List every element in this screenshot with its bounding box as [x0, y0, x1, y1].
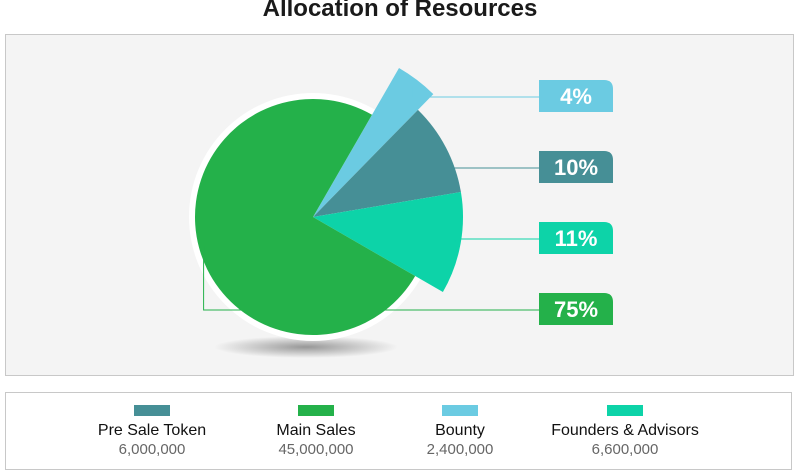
legend-amount: 6,600,000 [591, 441, 659, 458]
leader-line-pre-sale-token [440, 150, 539, 169]
chart-panel: 4% 10% 11% 75% [5, 34, 794, 376]
legend-swatch [298, 405, 334, 416]
legend-swatch [607, 405, 643, 416]
chart-title: Allocation of Resources [262, 0, 538, 22]
pie-chart: 4% 10% 11% 75% [189, 68, 613, 358]
legend-name: Pre Sale Token [97, 422, 207, 439]
legend-item-pre-sale-token: Pre Sale Token 6,000,000 [97, 405, 207, 458]
pie-label-box-main-sales [539, 293, 613, 325]
legend-swatch [442, 405, 478, 416]
pie-label-pre-sale-token: 10% [554, 155, 598, 180]
legend-amount: 45,000,000 [278, 441, 354, 458]
legend-item-bounty: Bounty 2,400,000 [415, 405, 505, 458]
pie-label-box-pre-sale-token [539, 151, 613, 183]
legend-item-founders-advisors: Founders & Advisors 6,600,000 [545, 405, 705, 458]
pie-label-bounty: 4% [560, 84, 592, 109]
pie-label-main-sales: 75% [554, 297, 598, 322]
pie-slice-pre-sale-token [313, 109, 461, 217]
legend-swatch [134, 405, 170, 416]
leader-line-founders-advisors [454, 238, 539, 243]
legend-name: Bounty [435, 422, 485, 439]
leader-line-bounty [412, 85, 539, 98]
legend-name: Main Sales [276, 422, 356, 439]
legend-panel: Pre Sale Token 6,000,000 Main Sales 45,0… [5, 392, 792, 470]
pie-slice-founders-advisors [313, 191, 464, 292]
legend-name: Founders & Advisors [551, 422, 699, 439]
pie-shadow [214, 336, 398, 358]
leader-line-main-sales [203, 246, 539, 311]
legend-item-main-sales: Main Sales 45,000,000 [266, 405, 366, 458]
legend-amount: 6,000,000 [118, 441, 186, 458]
pie-label-box-bounty [539, 80, 613, 112]
pie-label-box-founders-advisors [539, 222, 613, 254]
legend-amount: 2,400,000 [426, 441, 494, 458]
pie-slice-main-sales [194, 99, 416, 336]
pie-slice-bounty [313, 68, 434, 217]
pie-label-founders-advisors: 11% [555, 226, 598, 251]
